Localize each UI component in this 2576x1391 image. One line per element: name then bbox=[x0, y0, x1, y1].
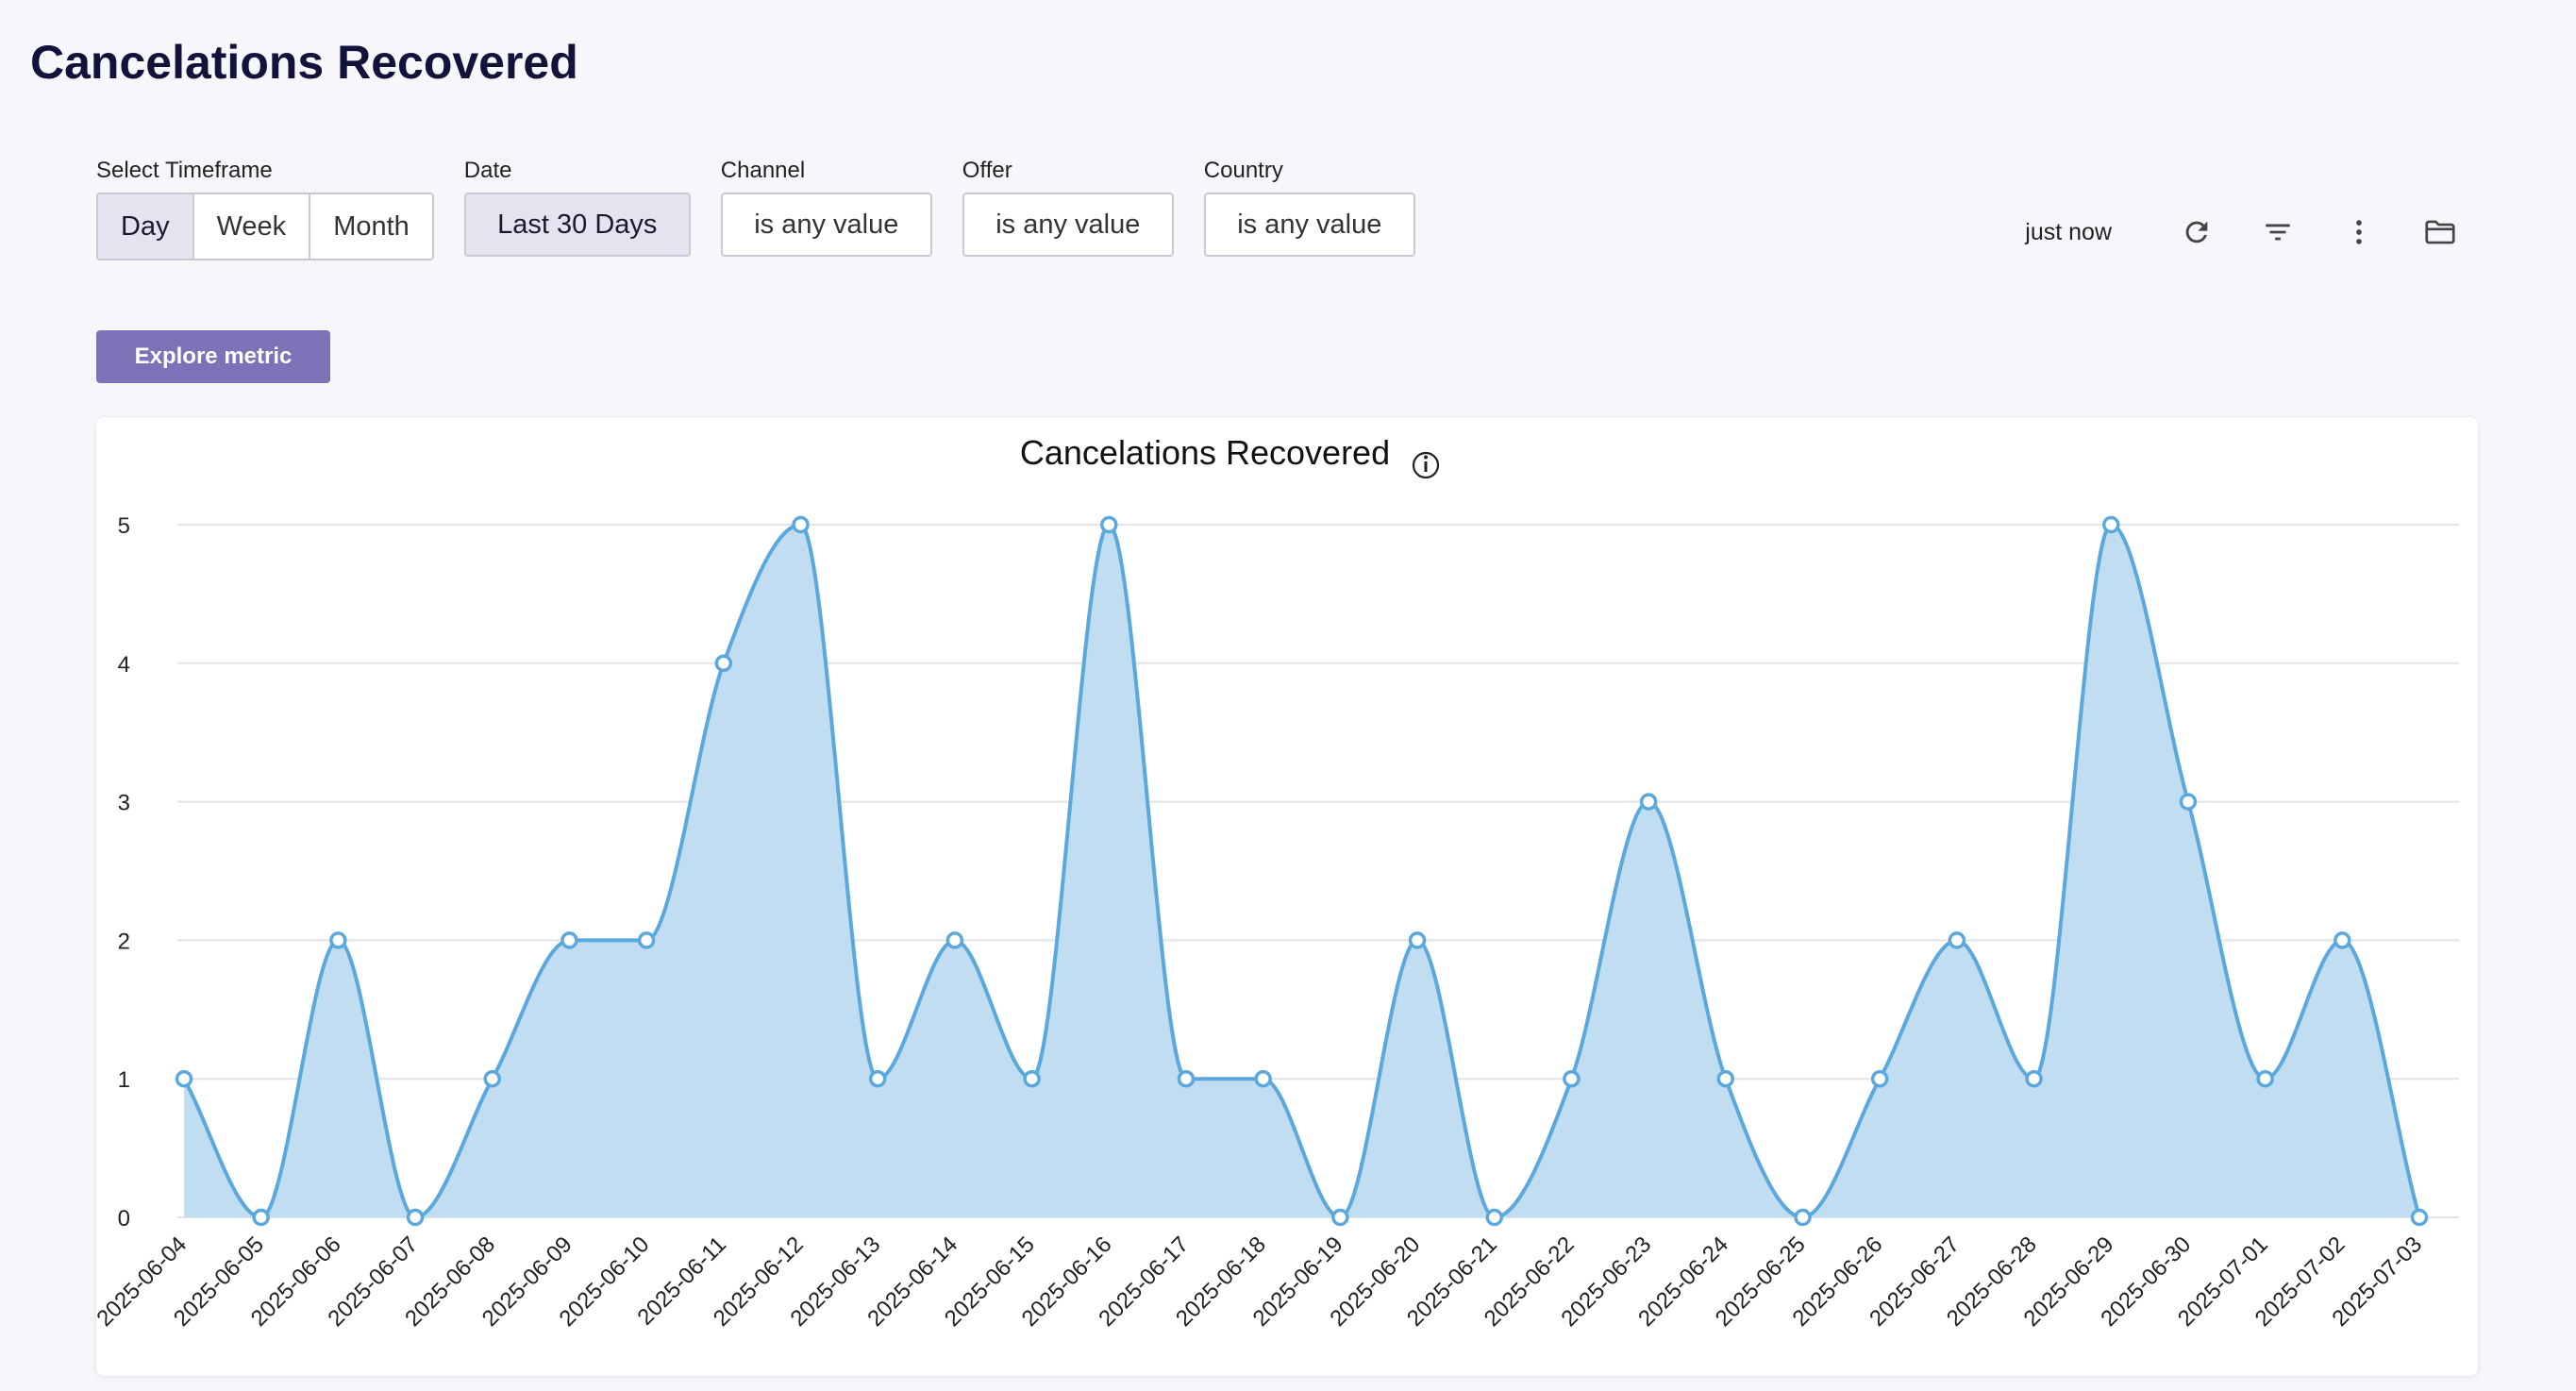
data-point bbox=[1408, 931, 1427, 949]
chart-title: Cancelations Recovered bbox=[1020, 433, 1390, 472]
folder-icon[interactable] bbox=[2417, 209, 2463, 255]
timeframe-segmented-control: Day Week Month bbox=[96, 193, 434, 260]
data-point bbox=[2101, 515, 2120, 534]
data-point bbox=[560, 931, 578, 949]
filter-bar: Select Timeframe Day Week Month Date Las… bbox=[96, 157, 1446, 260]
channel-filter-button[interactable]: is any value bbox=[720, 193, 932, 257]
channel-filter: Channel is any value bbox=[720, 157, 932, 257]
chart-card: Cancelations Recovered 0 1 2 3 4 5 2025-06-04 20… bbox=[96, 417, 2478, 1376]
info-icon bbox=[1412, 451, 1440, 479]
data-point bbox=[1023, 1069, 1041, 1088]
data-point bbox=[329, 931, 347, 949]
timeframe-filter: Select Timeframe Day Week Month bbox=[96, 157, 434, 260]
last-updated-text: just now bbox=[2025, 218, 2112, 245]
data-point bbox=[1177, 1069, 1196, 1088]
data-point bbox=[483, 1069, 502, 1088]
y-tick-label: 1 bbox=[118, 1067, 130, 1093]
timeframe-week-button[interactable]: Week bbox=[193, 194, 311, 259]
country-filter-button[interactable]: is any value bbox=[1203, 193, 1415, 257]
data-point bbox=[1639, 793, 1658, 811]
data-point bbox=[1716, 1069, 1735, 1088]
data-point bbox=[2333, 931, 2351, 949]
y-tick-label: 4 bbox=[118, 652, 130, 678]
explore-metric-button[interactable]: Explore metric bbox=[96, 330, 330, 383]
channel-label: Channel bbox=[720, 158, 806, 183]
data-point bbox=[1254, 1069, 1272, 1088]
timeframe-label: Select Timeframe bbox=[96, 158, 273, 183]
chart-svg: Cancelations Recovered0123452025-06-0420… bbox=[96, 433, 2459, 1332]
y-tick-label: 5 bbox=[118, 513, 130, 539]
offer-filter: Offer is any value bbox=[962, 157, 1174, 257]
data-point bbox=[175, 1069, 193, 1088]
data-point bbox=[792, 515, 810, 534]
more-vertical-icon[interactable] bbox=[2336, 209, 2382, 255]
data-point bbox=[637, 931, 656, 949]
data-point bbox=[945, 931, 964, 949]
data-point bbox=[1100, 515, 1118, 534]
info-icon-stem bbox=[1424, 461, 1428, 472]
series-line bbox=[182, 522, 2421, 1220]
page-title: Cancelations Recovered bbox=[30, 36, 578, 89]
country-label: Country bbox=[1203, 158, 1283, 183]
y-tick-label: 3 bbox=[118, 791, 130, 816]
data-point bbox=[2025, 1069, 2043, 1088]
data-point bbox=[2179, 793, 2198, 811]
date-label: Date bbox=[463, 158, 512, 183]
refresh-icon[interactable] bbox=[2174, 209, 2219, 255]
data-point bbox=[1331, 1208, 1349, 1227]
data-point bbox=[1948, 931, 1966, 949]
data-point bbox=[252, 1208, 270, 1227]
y-tick-label: 2 bbox=[118, 929, 130, 954]
data-point bbox=[1870, 1069, 1889, 1088]
y-tick-label: 0 bbox=[118, 1206, 130, 1232]
data-point bbox=[714, 654, 733, 673]
data-point bbox=[2410, 1208, 2429, 1227]
data-point bbox=[1794, 1208, 1812, 1227]
area-fill bbox=[184, 525, 2419, 1217]
data-point bbox=[406, 1208, 425, 1227]
data-point bbox=[868, 1069, 887, 1088]
timeframe-month-button[interactable]: Month bbox=[310, 194, 432, 259]
offer-filter-button[interactable]: is any value bbox=[962, 193, 1174, 257]
data-point bbox=[1485, 1208, 1503, 1227]
timeframe-day-button[interactable]: Day bbox=[98, 194, 194, 259]
dashboard-toolbar: just now bbox=[2025, 209, 2463, 255]
data-point bbox=[1563, 1069, 1581, 1088]
country-filter: Country is any value bbox=[1203, 157, 1415, 257]
date-filter-button[interactable]: Last 30 Days bbox=[463, 193, 691, 257]
info-icon-dot bbox=[1424, 455, 1428, 460]
offer-label: Offer bbox=[962, 158, 1012, 183]
filter-icon[interactable] bbox=[2255, 209, 2300, 255]
date-filter: Date Last 30 Days bbox=[463, 157, 691, 257]
data-point bbox=[2256, 1069, 2274, 1088]
